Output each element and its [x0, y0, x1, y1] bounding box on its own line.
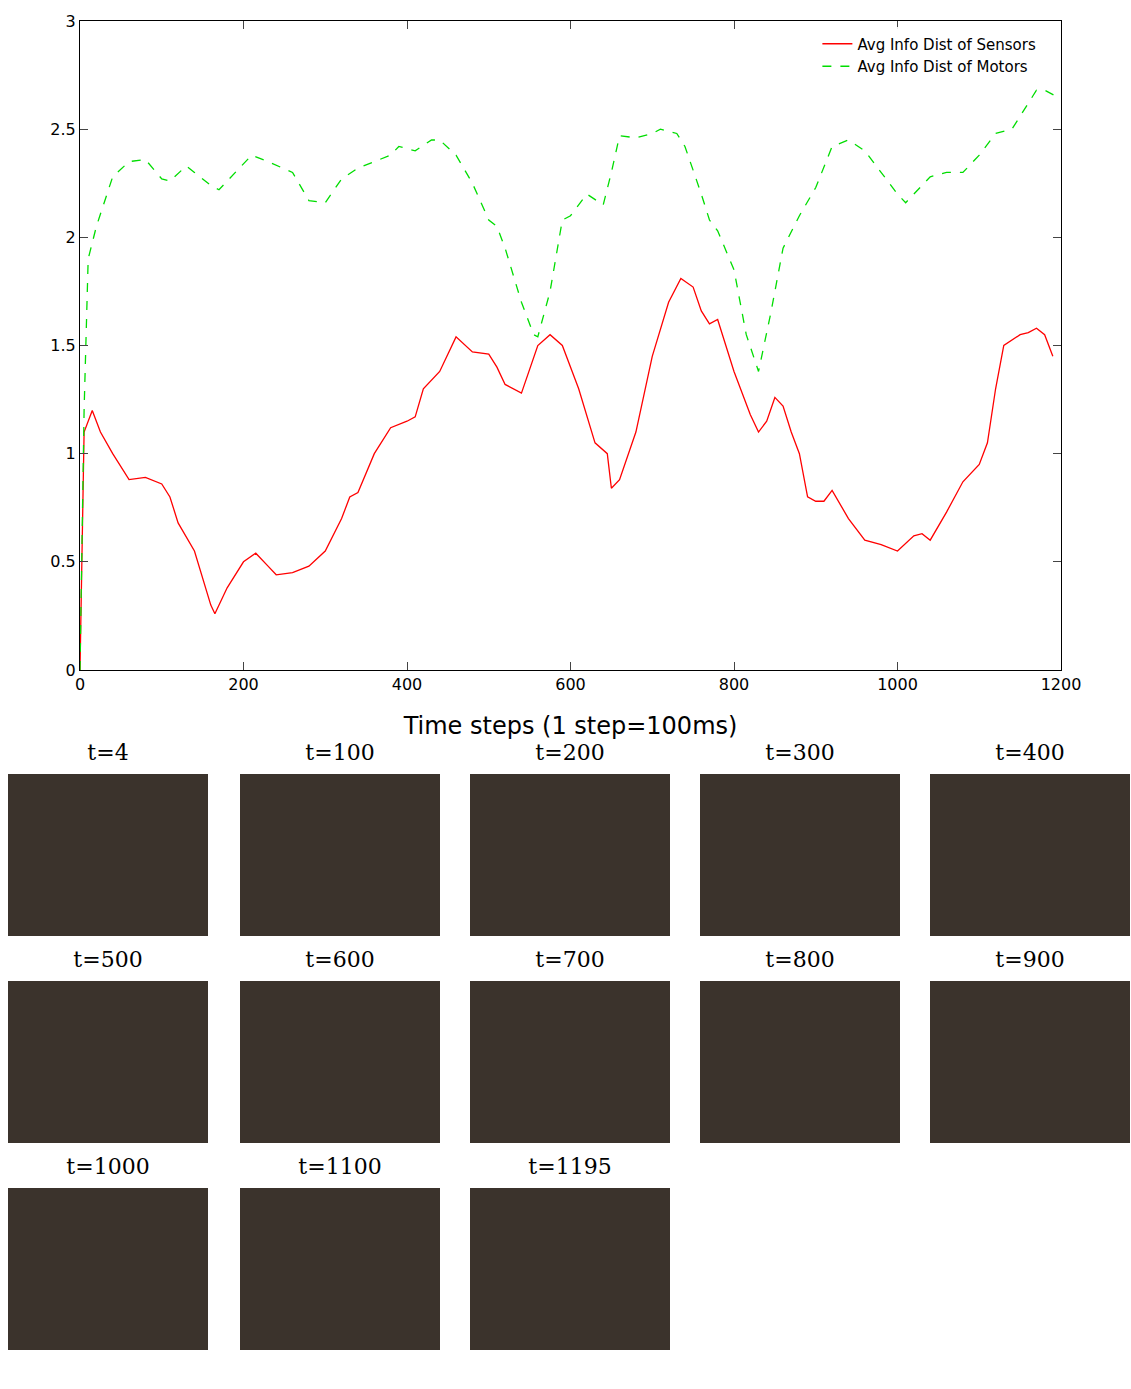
html-text:t=500: t=500	[73, 947, 143, 972]
svg-text:400: 400	[392, 675, 423, 694]
svg-text:1: 1	[66, 444, 76, 463]
html-text:t=1195: t=1195	[528, 1154, 612, 1179]
svg-text:Time steps (1 step=100ms): Time steps (1 step=100ms)	[403, 712, 738, 740]
svg-text:0: 0	[66, 661, 76, 680]
svg-text:1000: 1000	[877, 675, 918, 694]
svg-text:200: 200	[228, 675, 259, 694]
svg-text:0: 0	[75, 675, 85, 694]
svg-text:2: 2	[66, 228, 76, 247]
svg-text:800: 800	[719, 675, 750, 694]
svg-text:1200: 1200	[1041, 675, 1082, 694]
svg-text:3: 3	[66, 12, 76, 31]
html-text:t=300: t=300	[765, 740, 835, 765]
svg-text:0.5: 0.5	[50, 552, 75, 571]
html-text:t=200: t=200	[535, 740, 605, 765]
svg-text:600: 600	[555, 675, 586, 694]
svg-text:2.5: 2.5	[50, 120, 75, 139]
svg-text:1.5: 1.5	[50, 336, 75, 355]
svg-text:Avg Info Dist of Sensors: Avg Info Dist of Sensors	[857, 36, 1036, 54]
html-text:t=4: t=4	[87, 740, 129, 765]
html-text:t=1000: t=1000	[66, 1154, 150, 1179]
html-text:t=900: t=900	[995, 947, 1065, 972]
html-text:t=400: t=400	[995, 740, 1065, 765]
svg-text:Avg Info Dist of Motors: Avg Info Dist of Motors	[857, 58, 1027, 76]
html-text:t=100: t=100	[305, 740, 375, 765]
html-text:t=800: t=800	[765, 947, 835, 972]
html-text:t=600: t=600	[305, 947, 375, 972]
html-text:t=700: t=700	[535, 947, 605, 972]
html-text:t=1100: t=1100	[298, 1154, 382, 1179]
